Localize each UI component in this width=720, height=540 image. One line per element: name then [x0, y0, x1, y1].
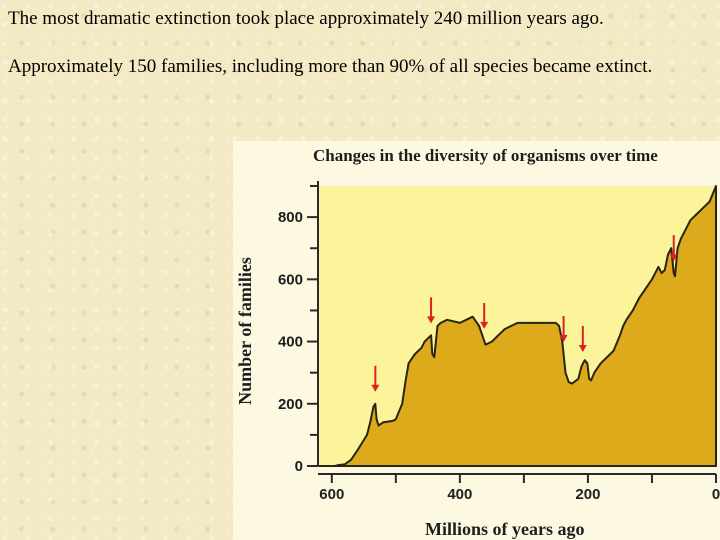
- extinction-arrow: [669, 235, 678, 262]
- arrow-head: [427, 316, 436, 324]
- axis-ticks: 0 200 400 600 800 600 400 200 0: [278, 181, 720, 503]
- extinction-markers: [371, 235, 678, 392]
- y-axis-label: Number of families: [235, 257, 255, 405]
- y-tick-label: 600: [278, 271, 303, 288]
- slide-text: The most dramatic extinction took place …: [8, 6, 713, 79]
- x-tick-label: 200: [575, 486, 600, 503]
- chart-title: Changes in the diversity of organisms ov…: [313, 146, 658, 165]
- arrow-head: [371, 384, 380, 392]
- detail-paragraph: Approximately 150 families, including mo…: [8, 56, 653, 77]
- y-tick-label: 200: [278, 396, 303, 413]
- extinction-arrow: [480, 302, 489, 329]
- extinction-arrow: [578, 325, 587, 352]
- y-tick-label: 0: [295, 458, 303, 475]
- headline-paragraph: The most dramatic extinction took place …: [8, 8, 604, 29]
- arrow-head: [559, 335, 568, 342]
- extinction-arrow: [559, 316, 568, 342]
- arrow-head: [669, 254, 678, 262]
- y-tick-label: 800: [278, 209, 303, 226]
- diversity-chart: Changes in the diversity of organisms ov…: [233, 141, 720, 540]
- x-axis-label: Millions of years ago: [425, 519, 585, 539]
- x-tick-label: 600: [319, 486, 344, 503]
- chart-svg: Changes in the diversity of organisms ov…: [235, 146, 720, 539]
- extinction-arrow: [427, 297, 436, 324]
- arrow-head: [578, 344, 587, 352]
- diversity-area: [318, 185, 717, 467]
- arrow-head: [480, 321, 489, 329]
- x-tick-label: 400: [447, 486, 472, 503]
- y-tick-label: 400: [278, 334, 303, 351]
- x-tick-label: 0: [712, 486, 720, 503]
- extinction-arrow: [371, 365, 380, 392]
